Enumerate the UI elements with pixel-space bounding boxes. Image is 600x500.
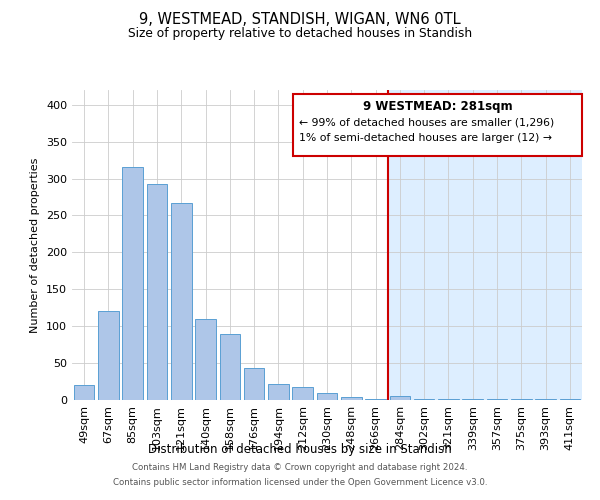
Text: Contains HM Land Registry data © Crown copyright and database right 2024.: Contains HM Land Registry data © Crown c… xyxy=(132,464,468,472)
Text: 9 WESTMEAD: 281sqm: 9 WESTMEAD: 281sqm xyxy=(362,100,512,112)
Bar xyxy=(560,398,580,400)
Bar xyxy=(220,334,240,400)
Bar xyxy=(244,368,265,400)
Bar xyxy=(268,384,289,400)
Bar xyxy=(341,397,362,400)
Text: ← 99% of detached houses are smaller (1,296): ← 99% of detached houses are smaller (1,… xyxy=(299,118,554,128)
Y-axis label: Number of detached properties: Number of detached properties xyxy=(31,158,40,332)
Bar xyxy=(122,168,143,400)
Bar xyxy=(74,385,94,400)
Bar xyxy=(389,396,410,400)
Bar xyxy=(195,319,216,400)
Bar xyxy=(317,394,337,400)
Text: Contains public sector information licensed under the Open Government Licence v3: Contains public sector information licen… xyxy=(113,478,487,487)
Text: 1% of semi-detached houses are larger (12) →: 1% of semi-detached houses are larger (1… xyxy=(299,132,552,142)
Bar xyxy=(98,312,119,400)
Bar xyxy=(292,388,313,400)
Text: Size of property relative to detached houses in Standish: Size of property relative to detached ho… xyxy=(128,28,472,40)
Bar xyxy=(388,90,582,400)
Text: 9, WESTMEAD, STANDISH, WIGAN, WN6 0TL: 9, WESTMEAD, STANDISH, WIGAN, WN6 0TL xyxy=(139,12,461,28)
Bar xyxy=(171,203,191,400)
Text: Distribution of detached houses by size in Standish: Distribution of detached houses by size … xyxy=(148,442,452,456)
Bar xyxy=(146,184,167,400)
Bar xyxy=(414,398,434,400)
